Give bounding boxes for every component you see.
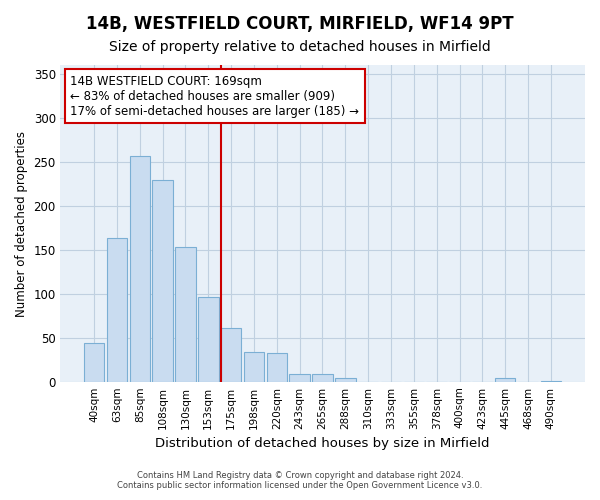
Bar	[312, 374, 333, 382]
X-axis label: Distribution of detached houses by size in Mirfield: Distribution of detached houses by size …	[155, 437, 490, 450]
Text: 14B WESTFIELD COURT: 169sqm
← 83% of detached houses are smaller (909)
17% of se: 14B WESTFIELD COURT: 169sqm ← 83% of det…	[70, 74, 359, 118]
Bar	[84, 342, 104, 382]
Bar	[198, 297, 218, 382]
Text: Size of property relative to detached houses in Mirfield: Size of property relative to detached ho…	[109, 40, 491, 54]
Bar	[130, 156, 150, 382]
Text: Contains HM Land Registry data © Crown copyright and database right 2024.
Contai: Contains HM Land Registry data © Crown c…	[118, 470, 482, 490]
Bar	[221, 328, 241, 382]
Text: 14B, WESTFIELD COURT, MIRFIELD, WF14 9PT: 14B, WESTFIELD COURT, MIRFIELD, WF14 9PT	[86, 15, 514, 33]
Bar	[495, 378, 515, 382]
Y-axis label: Number of detached properties: Number of detached properties	[15, 130, 28, 316]
Bar	[289, 374, 310, 382]
Bar	[244, 352, 264, 382]
Bar	[541, 380, 561, 382]
Bar	[107, 238, 127, 382]
Bar	[266, 354, 287, 382]
Bar	[335, 378, 356, 382]
Bar	[152, 180, 173, 382]
Bar	[175, 248, 196, 382]
